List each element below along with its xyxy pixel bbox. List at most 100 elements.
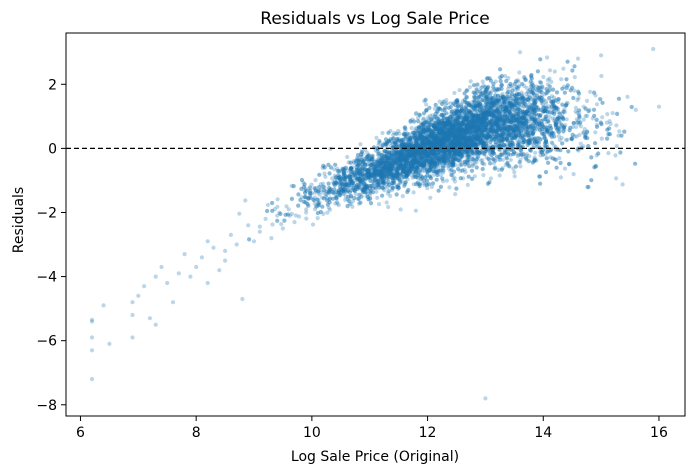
- data-point: [357, 178, 362, 183]
- data-point: [437, 123, 442, 128]
- data-point: [392, 175, 398, 180]
- data-point: [409, 142, 414, 147]
- data-point: [257, 224, 262, 229]
- data-point: [479, 140, 484, 145]
- data-point: [361, 177, 366, 182]
- data-point: [445, 148, 450, 153]
- data-point: [507, 127, 512, 132]
- data-point: [419, 141, 424, 146]
- data-point: [466, 115, 472, 120]
- data-point: [593, 141, 598, 146]
- data-point: [466, 141, 471, 146]
- data-point: [355, 196, 360, 201]
- data-point: [324, 189, 329, 194]
- data-point: [474, 120, 479, 125]
- data-point: [398, 165, 403, 170]
- data-point: [456, 102, 461, 107]
- data-point: [441, 149, 446, 155]
- data-point: [586, 184, 591, 190]
- data-point: [484, 121, 489, 126]
- data-point: [455, 136, 460, 141]
- data-point: [470, 126, 475, 131]
- data-point: [459, 102, 464, 107]
- data-point: [472, 106, 477, 111]
- data-point: [357, 158, 362, 163]
- data-point: [394, 172, 399, 177]
- data-point: [584, 98, 590, 103]
- data-point: [512, 124, 517, 129]
- data-point: [312, 195, 317, 200]
- data-point: [517, 124, 522, 129]
- data-point: [427, 162, 432, 167]
- data-point: [421, 122, 426, 127]
- data-point: [530, 94, 535, 100]
- data-point: [385, 171, 390, 176]
- data-point: [539, 98, 544, 103]
- data-point: [410, 154, 415, 159]
- data-point: [406, 166, 411, 171]
- data-point: [450, 157, 455, 162]
- data-point: [350, 165, 355, 170]
- data-point: [506, 163, 511, 168]
- data-point: [523, 130, 528, 135]
- data-point: [405, 157, 410, 162]
- data-point: [358, 172, 363, 177]
- data-point: [452, 143, 457, 148]
- data-point: [507, 133, 513, 138]
- data-point: [462, 142, 467, 148]
- data-point: [471, 143, 477, 148]
- data-point: [513, 134, 518, 139]
- data-point: [561, 66, 566, 71]
- data-point: [392, 131, 397, 136]
- data-point: [505, 115, 510, 120]
- data-point: [384, 164, 389, 169]
- data-point: [352, 183, 357, 188]
- data-point: [432, 140, 437, 145]
- data-point: [361, 159, 366, 164]
- data-point: [493, 121, 498, 127]
- data-point: [425, 186, 430, 191]
- data-point: [548, 106, 553, 111]
- data-point: [541, 97, 546, 102]
- data-point: [332, 173, 337, 178]
- data-point: [425, 151, 430, 156]
- data-point: [375, 149, 380, 154]
- data-point: [463, 135, 468, 140]
- data-point: [391, 161, 396, 166]
- data-point: [524, 126, 529, 131]
- data-point: [431, 117, 436, 123]
- data-point: [514, 105, 519, 110]
- data-point: [470, 118, 475, 123]
- data-point: [482, 115, 488, 120]
- data-point: [344, 175, 349, 180]
- data-point: [365, 176, 370, 181]
- data-point: [499, 104, 505, 109]
- data-point: [496, 102, 501, 107]
- data-point: [371, 172, 376, 177]
- data-point: [466, 157, 471, 162]
- data-point: [389, 155, 394, 161]
- data-point: [399, 160, 405, 165]
- data-point: [453, 126, 458, 131]
- data-point: [495, 111, 500, 116]
- data-point: [496, 141, 501, 146]
- data-point: [519, 92, 524, 97]
- data-point: [440, 176, 445, 181]
- data-point: [527, 154, 532, 159]
- data-point: [397, 156, 402, 162]
- data-point: [478, 135, 483, 141]
- data-point: [476, 98, 481, 103]
- data-point: [435, 162, 440, 168]
- data-point: [327, 207, 333, 212]
- data-point: [421, 128, 427, 133]
- data-point: [408, 172, 413, 177]
- data-point: [473, 129, 478, 134]
- data-point: [457, 132, 462, 137]
- data-point: [504, 154, 509, 159]
- data-point: [393, 154, 398, 159]
- data-point: [537, 124, 543, 129]
- data-point: [509, 84, 515, 89]
- data-point: [509, 124, 514, 129]
- data-point: [385, 164, 390, 169]
- data-point: [403, 162, 408, 167]
